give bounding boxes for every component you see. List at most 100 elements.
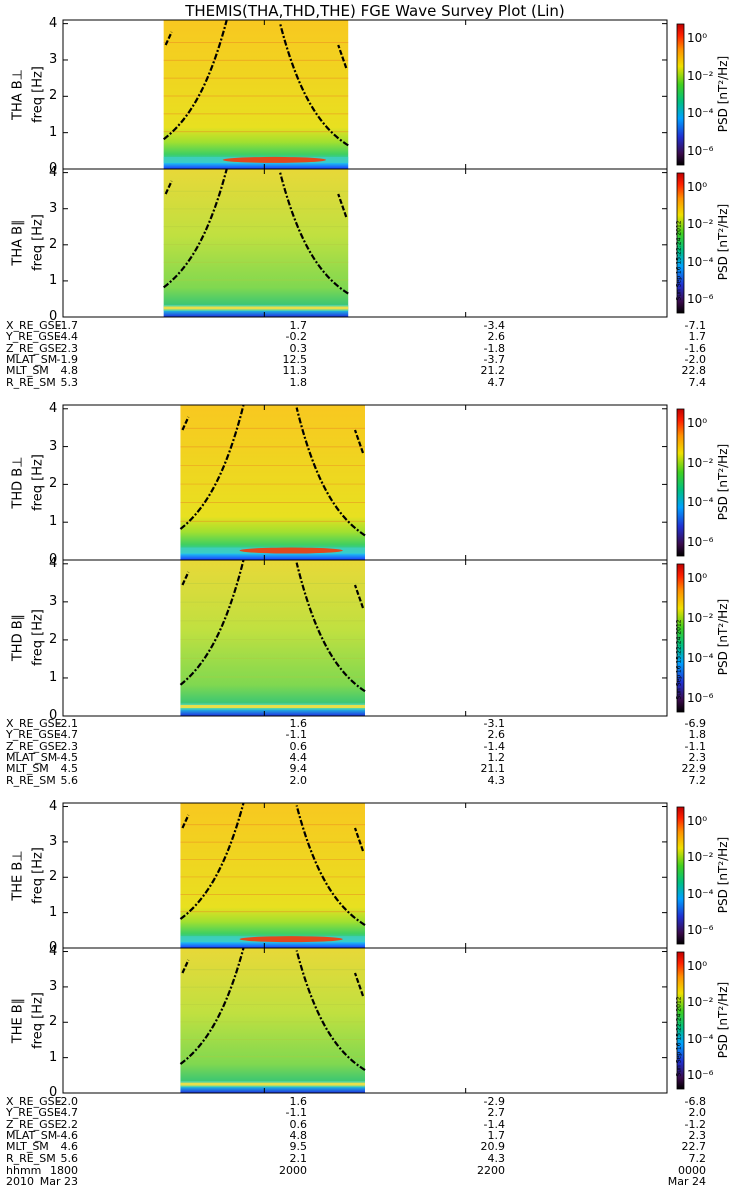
ephemeris-value: 4.5 (60, 762, 79, 776)
ephemeris-label: X_RE_GSE (6, 319, 62, 332)
y-tick-label: 3 (49, 978, 58, 994)
y-axis-label: freq [Hz] (30, 846, 46, 904)
ephemeris-value: 9.5 (289, 1140, 308, 1154)
ephemeris-value: 21.1 (480, 762, 506, 776)
ephemeris-value: 4.8 (289, 1128, 308, 1142)
ephemeris-value: 2.6 (487, 330, 506, 344)
y-tick-label: 1 (49, 272, 58, 288)
y-tick-label: 4 (49, 555, 58, 571)
colorbar-tick-label: 10⁻⁶ (687, 144, 714, 158)
ephemeris-value: 22.7 (681, 1140, 707, 1154)
timestamp-stamp: Sun Sep 16 15:22:24 2012 (675, 619, 683, 700)
ephemeris-value: -1.6 (684, 341, 706, 355)
colorbar-tick-label: 10⁻⁴ (687, 651, 714, 665)
ephemeris-value: -1.9 (56, 352, 78, 366)
colorbar-tick-label: 10⁻⁶ (687, 292, 714, 306)
gyrofrequency-curve (179, 560, 245, 686)
ephemeris-label: MLT_SM (6, 1140, 49, 1154)
y-tick-label: 1 (49, 669, 58, 685)
gyrofrequency-curve (179, 947, 245, 1065)
colorbar (676, 408, 685, 557)
spectrogram-panel (62, 19, 685, 170)
ephemeris-value: -1.2 (684, 1117, 706, 1131)
harmonic-curve (181, 959, 190, 974)
ephemeris-label: Z_RE_GSE (6, 739, 62, 753)
ephemeris-value: 5.3 (60, 375, 79, 389)
ephemeris-value: 4.6 (60, 1140, 79, 1154)
spectrogram-panel (62, 559, 685, 717)
gyrofrequency-curve (179, 405, 245, 530)
ephemeris-value: -3.4 (483, 319, 505, 332)
colorbar (676, 563, 685, 713)
ephemeris-label: Z_RE_GSE (6, 341, 62, 355)
colorbar-tick-label: 10⁻² (687, 68, 714, 83)
ephemeris-value: 4.3 (487, 773, 506, 787)
ephemeris-value: -1.8 (483, 341, 505, 355)
ephemeris-value: 1.6 (289, 717, 308, 730)
colorbar-tick-label: 10⁻² (687, 217, 714, 232)
gyrofrequency-curve (162, 20, 228, 141)
ephemeris-value: -6.9 (684, 717, 706, 730)
gyrofrequency-curve (278, 22, 349, 147)
spectrogram-data (180, 948, 365, 1093)
panel-name-label: THE B⊥ (10, 849, 26, 901)
power-peak (239, 547, 343, 554)
y-axis-label: freq [Hz] (30, 991, 46, 1049)
colorbar-tick-label: 10⁰ (687, 180, 708, 194)
ephemeris-value: 4.8 (60, 364, 79, 378)
ephemeris-value: 2.2 (60, 1117, 79, 1131)
gyrofrequency-curve (295, 562, 366, 693)
x-axis-year: 2010 (6, 1175, 34, 1189)
ephemeris-value: -6.8 (684, 1095, 706, 1108)
timestamp-stamp: Sun Sep 16 15:22:24 2012 (675, 220, 683, 301)
colorbar-tick-label: 10⁻⁶ (687, 535, 714, 549)
ephemeris-value: 1.7 (487, 1128, 506, 1142)
ephemeris-value: 22.8 (681, 364, 707, 378)
gyrofrequency-curve (162, 169, 228, 289)
panel-frame (62, 559, 668, 717)
harmonic-curve (337, 193, 348, 218)
ephemeris-table: X_RE_GSE -1.7 1.7 -3.4 -7.1 Y_RE_GSE -4.4 -0.2 2… (0, 320, 750, 390)
colorbar-tick-label: 10⁻² (687, 455, 714, 470)
colorbar-tick-label: 10⁰ (687, 959, 708, 973)
spectrogram-panel (62, 947, 685, 1094)
ephemeris-value: 4.4 (289, 750, 308, 764)
x-date-label: Mar 24 (667, 1175, 706, 1189)
harmonic-curve (353, 429, 365, 454)
ephemeris-label: R_RE_SM (6, 375, 56, 389)
ephemeris-value: -2.0 (56, 1095, 78, 1108)
ephemeris-label: R_RE_SM (6, 773, 56, 787)
ephemeris-value: -3.7 (483, 352, 505, 366)
ephemeris-label: MLAT_SM (6, 1128, 58, 1142)
ephemeris-label: Y_RE_GSE (6, 728, 61, 742)
y-tick-label: 0 (49, 1085, 58, 1100)
ephemeris-value: 11.3 (282, 364, 308, 378)
colorbar-tick-label: 10⁻⁶ (687, 1068, 714, 1082)
y-axis-label: freq [Hz] (30, 214, 46, 271)
y-tick-label: 2 (49, 869, 58, 885)
power-line (180, 704, 365, 708)
colorbar-tick-label: 10⁻⁴ (687, 1031, 714, 1046)
y-tick-label: 0 (49, 552, 58, 567)
ephemeris-value: -1.7 (56, 319, 78, 332)
harmonic-curve (164, 180, 173, 195)
ephemeris-value: 1.8 (289, 375, 308, 389)
ephemeris-value: 21.2 (480, 364, 506, 378)
ephemeris-label: X_RE_GSE (6, 1095, 62, 1108)
ephemeris-value: -1.4 (483, 739, 505, 753)
panel-name-label: THD B⊥ (10, 455, 26, 509)
ephemeris-table: X_RE_GSE -2.0 1.6 -2.9 -6.8 Y_RE_GSE -4.7 -1.1 2… (0, 1096, 750, 1166)
ephemeris-label: MLT_SM (6, 762, 49, 776)
colorbar-label: PSD [nT²/Hz] (716, 598, 730, 676)
panel-frame (62, 19, 668, 170)
gyrofrequency-curve (295, 407, 366, 537)
colorbar-label: PSD [nT²/Hz] (716, 203, 730, 281)
power-line (163, 306, 349, 310)
y-tick-label: 4 (49, 798, 58, 814)
ephemeris-value: 7.2 (688, 773, 707, 787)
colorbar-tick-label: 10⁻⁴ (687, 886, 714, 901)
ephemeris-value: -1.1 (684, 739, 706, 753)
ephemeris-value: 4.3 (487, 1151, 506, 1165)
panel-frame (62, 947, 668, 1094)
